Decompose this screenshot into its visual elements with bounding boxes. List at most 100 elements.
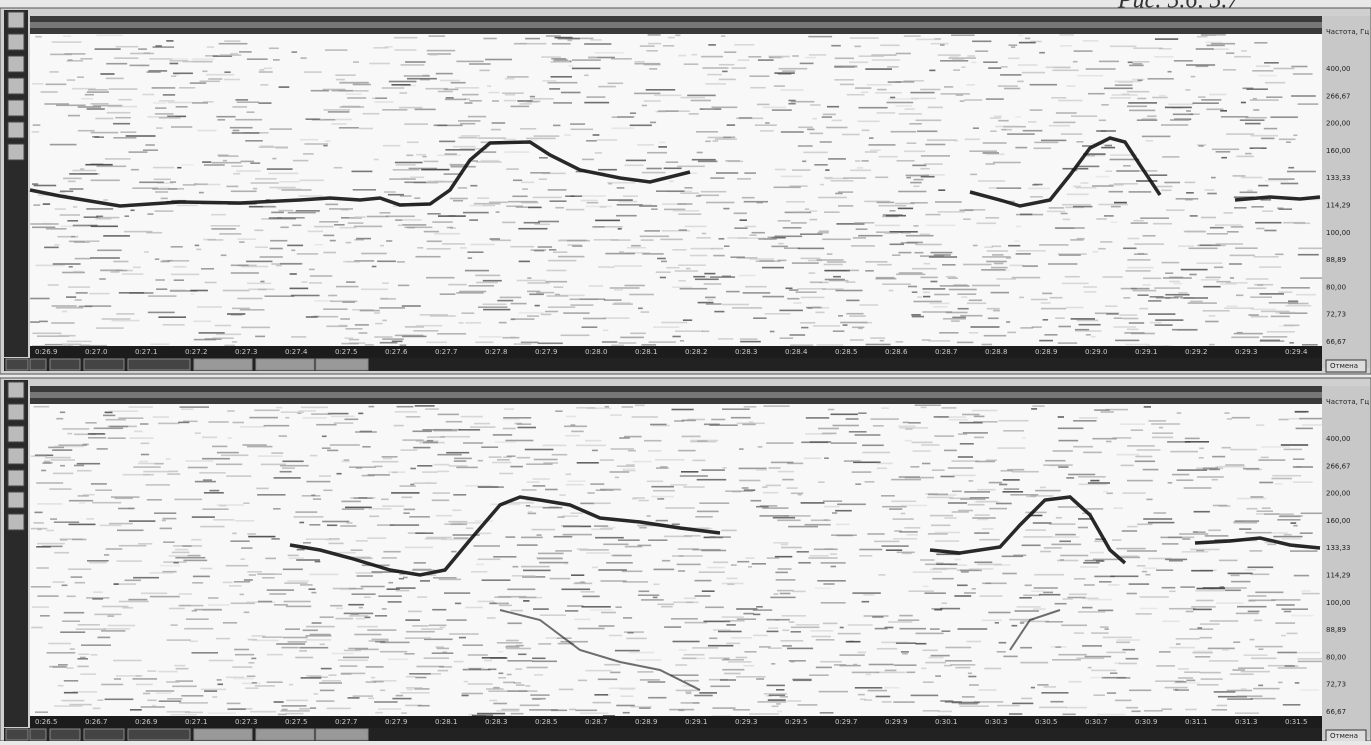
noise-dash [1232, 417, 1250, 419]
noise-dash [526, 138, 556, 140]
noise-dash [1039, 594, 1060, 596]
noise-dash [552, 454, 568, 456]
tool-button[interactable] [8, 448, 24, 464]
status-button[interactable] [30, 729, 46, 740]
noise-dash [952, 491, 962, 493]
noise-dash [309, 269, 315, 271]
noise-dash [1203, 286, 1220, 288]
noise-dash [403, 512, 409, 514]
noise-dash [267, 589, 294, 591]
noise-dash [781, 176, 803, 178]
noise-dash [402, 305, 421, 307]
noise-dash [733, 709, 750, 711]
noise-dash [513, 180, 522, 182]
status-button[interactable] [194, 729, 252, 740]
noise-dash [107, 615, 114, 617]
noise-dash [524, 222, 540, 224]
noise-dash [655, 459, 685, 461]
noise-dash [311, 316, 338, 318]
noise-dash [199, 332, 225, 334]
noise-dash [1198, 96, 1206, 98]
noise-dash [966, 84, 975, 86]
noise-dash [422, 156, 426, 158]
status-button[interactable] [128, 359, 190, 370]
tool-button[interactable] [8, 12, 24, 28]
noise-dash [1209, 315, 1216, 317]
noise-dash [662, 560, 670, 562]
noise-dash [843, 324, 848, 326]
tool-button[interactable] [8, 404, 24, 420]
noise-dash [183, 560, 207, 562]
noise-dash [183, 61, 209, 63]
noise-dash [99, 278, 106, 280]
noise-dash [967, 641, 982, 643]
noise-dash [620, 337, 644, 339]
status-button[interactable] [50, 729, 80, 740]
tool-button[interactable] [8, 144, 24, 160]
status-button[interactable] [316, 729, 368, 740]
noise-dash [326, 326, 347, 328]
tool-button[interactable] [8, 426, 24, 442]
tool-button[interactable] [8, 514, 24, 530]
status-button[interactable] [316, 359, 368, 370]
noise-dash [820, 184, 824, 186]
tool-button[interactable] [8, 34, 24, 50]
tool-button[interactable] [8, 470, 24, 486]
status-button[interactable] [256, 729, 314, 740]
noise-dash [280, 227, 288, 229]
noise-dash [612, 128, 634, 130]
noise-dash [1279, 516, 1301, 518]
noise-dash [262, 636, 282, 638]
noise-dash [395, 411, 417, 413]
tool-button[interactable] [8, 56, 24, 72]
noise-dash [804, 458, 821, 460]
status-button[interactable] [84, 729, 124, 740]
noise-dash [827, 261, 846, 263]
noise-dash [1022, 265, 1038, 267]
noise-dash [195, 432, 201, 434]
noise-dash [1122, 492, 1145, 494]
tool-button[interactable] [8, 100, 24, 116]
status-button[interactable] [128, 729, 190, 740]
noise-dash [299, 708, 310, 710]
tool-button[interactable] [8, 122, 24, 138]
noise-dash [998, 85, 1018, 87]
noise-dash [850, 37, 879, 39]
status-button[interactable] [256, 359, 314, 370]
noise-dash [396, 164, 416, 166]
tool-button[interactable] [8, 382, 24, 398]
noise-dash [312, 622, 322, 624]
noise-dash [685, 691, 691, 693]
noise-dash [891, 479, 921, 481]
noise-dash [521, 342, 539, 344]
noise-dash [510, 466, 523, 468]
noise-dash [34, 406, 50, 408]
noise-dash [833, 276, 841, 278]
noise-dash [574, 619, 590, 621]
time-label: 0:31.3 [1235, 718, 1257, 726]
noise-dash [1116, 170, 1139, 172]
status-button[interactable] [6, 359, 28, 370]
status-button[interactable] [194, 359, 252, 370]
tool-button[interactable] [8, 492, 24, 508]
noise-dash [852, 592, 880, 594]
noise-dash [1096, 130, 1116, 132]
noise-dash [549, 88, 560, 90]
status-button[interactable] [50, 359, 80, 370]
noise-dash [1284, 534, 1292, 536]
noise-dash [168, 102, 193, 104]
noise-dash [96, 35, 123, 37]
time-label: 0:30.1 [935, 718, 957, 726]
noise-dash [505, 151, 530, 153]
status-button[interactable] [30, 359, 46, 370]
noise-dash [432, 221, 453, 223]
noise-dash [521, 182, 534, 184]
noise-dash [400, 692, 429, 694]
noise-dash [824, 270, 850, 272]
noise-dash [405, 61, 426, 63]
noise-dash [80, 673, 96, 675]
status-button[interactable] [84, 359, 124, 370]
status-button[interactable] [6, 729, 28, 740]
noise-dash [1224, 412, 1229, 414]
tool-button[interactable] [8, 78, 24, 94]
